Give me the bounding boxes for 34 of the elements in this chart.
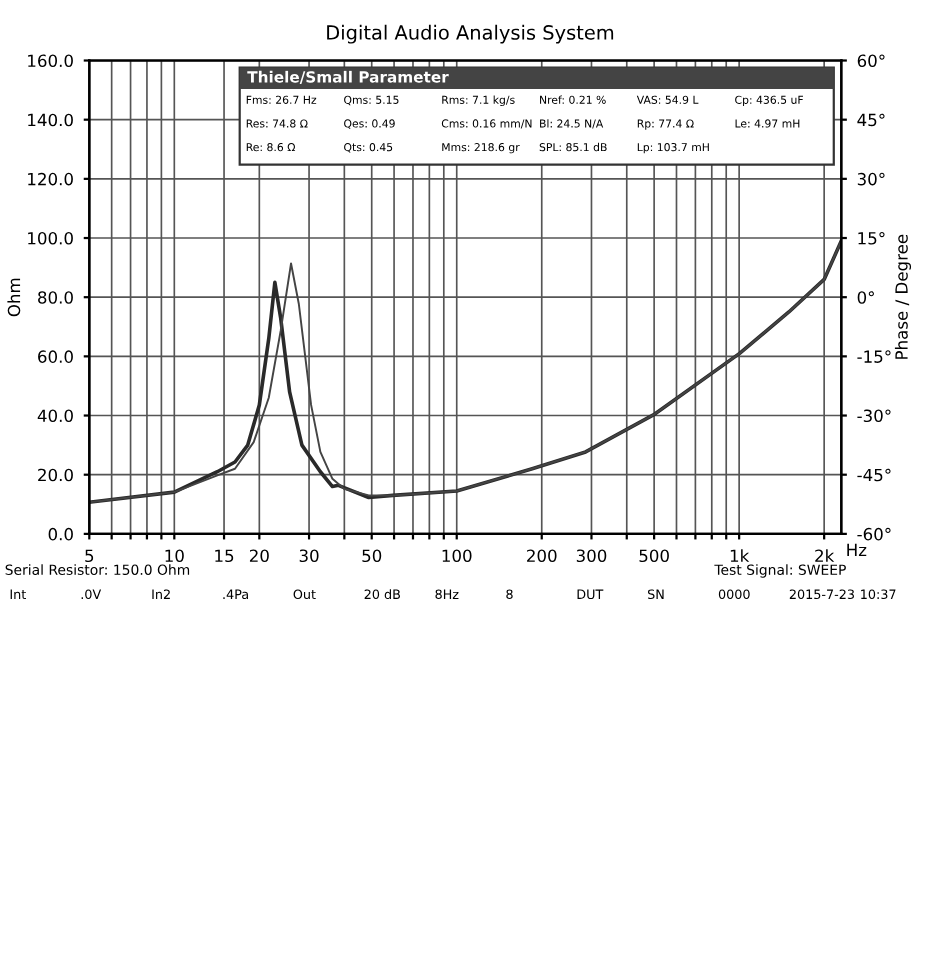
y-axis-title: Ohm [7, 278, 21, 317]
x-tick-label: 5 [85, 549, 94, 563]
x-tick-label: 300 [576, 549, 607, 563]
y2-tick-label: 30° [857, 172, 885, 186]
y-tick-label: 20.0 [38, 468, 73, 482]
x-tick-label: 10 [165, 549, 184, 563]
x-tick-label: 100 [442, 549, 472, 563]
y2-tick-label: 15° [858, 231, 885, 245]
y2-tick-label: 60° [857, 54, 885, 68]
y-tick-label: 0.0 [48, 527, 73, 541]
y2-tick-label: -60° [857, 527, 891, 541]
y-tick-label: 60.0 [38, 350, 73, 363]
x-tick-label: 20 [249, 549, 269, 563]
y-tick-label: 80.0 [38, 291, 73, 304]
y2-tick-label: -15° [857, 350, 891, 363]
y2-tick-label: -45° [857, 468, 891, 482]
y-tick-label: 140.0 [28, 113, 73, 127]
chart-title: Digital Audio Analysis System [327, 24, 614, 44]
x-tick-label: 200 [527, 549, 557, 563]
x-tick-label: 500 [639, 549, 669, 563]
x-tick-label: 1k [730, 549, 750, 562]
x-tick-label: 30 [299, 549, 319, 563]
y2-tick-label: 0° [857, 291, 874, 304]
y-tick-label: 160.0 [28, 54, 73, 68]
y2-axis-title: Phase / Degree [894, 234, 912, 359]
x-tick-label: 50 [362, 549, 382, 563]
x-tick-label: 2k [815, 549, 835, 562]
y-tick-label: 100.0 [28, 231, 73, 245]
x-axis-title: Hz [847, 543, 867, 556]
y2-tick-label: -30° [857, 409, 891, 423]
y-tick-label: 40.0 [37, 409, 73, 423]
y2-tick-label: 45° [857, 113, 885, 127]
y-tick-label: 120.0 [28, 172, 73, 186]
x-tick-label: 15 [215, 549, 234, 563]
